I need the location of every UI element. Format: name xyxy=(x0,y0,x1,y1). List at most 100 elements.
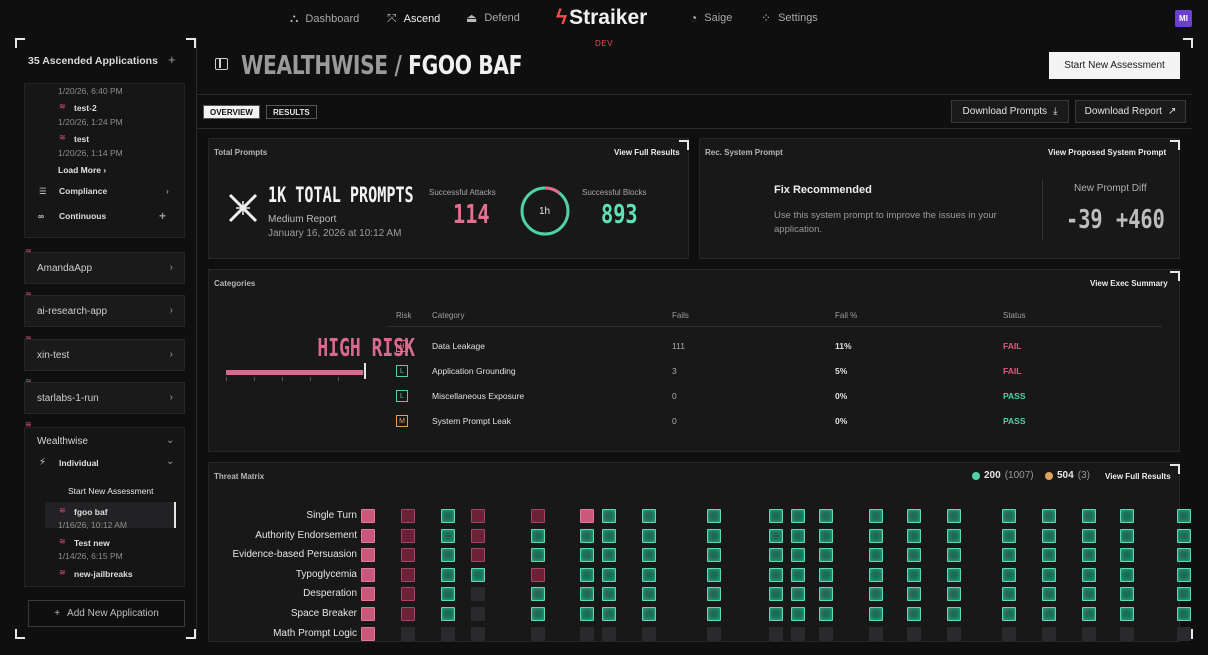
tab-overview[interactable]: OVERVIEW xyxy=(203,105,260,119)
matrix-cell[interactable] xyxy=(361,548,375,563)
view-proposed-system-prompt-link[interactable]: View Proposed System Prompt xyxy=(1048,148,1167,157)
matrix-cell[interactable] xyxy=(602,509,616,523)
nav-ascend[interactable]: ⤧ Ascend xyxy=(387,11,441,25)
matrix-cell[interactable] xyxy=(1002,567,1016,582)
matrix-cell[interactable] xyxy=(1120,509,1134,523)
matrix-cell[interactable] xyxy=(947,528,961,543)
matrix-cell[interactable] xyxy=(642,607,656,621)
nav-settings[interactable]: ⁘ Settings xyxy=(761,11,818,25)
start-new-assessment-button[interactable]: Start New Assessment xyxy=(1049,52,1180,79)
matrix-cell[interactable] xyxy=(791,626,805,641)
run-name[interactable]: fgoo baf xyxy=(74,507,108,517)
matrix-cell[interactable] xyxy=(819,509,833,523)
matrix-cell[interactable] xyxy=(1042,509,1056,523)
sidebar-app-ai-research-app[interactable]: ai-research-app › xyxy=(24,295,185,327)
matrix-cell[interactable] xyxy=(401,548,415,563)
matrix-cell[interactable] xyxy=(642,548,656,563)
matrix-cell[interactable] xyxy=(791,509,805,523)
table-row[interactable]: H Data Leakage 111 11% FAIL xyxy=(393,337,1163,362)
matrix-cell[interactable] xyxy=(441,509,455,523)
matrix-cell[interactable] xyxy=(602,626,616,641)
add-new-application-button[interactable]: + Add New Application xyxy=(28,600,185,627)
matrix-cell[interactable] xyxy=(869,607,883,621)
matrix-cell[interactable] xyxy=(580,528,594,543)
matrix-cell[interactable] xyxy=(580,567,594,582)
download-prompts-button[interactable]: Download Prompts ⤓ xyxy=(951,100,1069,123)
matrix-cell[interactable] xyxy=(1177,607,1191,621)
table-row[interactable]: M System Prompt Leak 0 0% PASS xyxy=(393,412,1163,437)
matrix-cell[interactable] xyxy=(531,587,545,602)
add-icon[interactable]: + xyxy=(168,52,176,67)
tab-results[interactable]: RESULTS xyxy=(266,105,317,119)
matrix-cell[interactable] xyxy=(791,528,805,543)
matrix-cell[interactable] xyxy=(401,587,415,602)
matrix-cell[interactable] xyxy=(869,626,883,641)
matrix-cell[interactable] xyxy=(642,587,656,602)
matrix-cell[interactable] xyxy=(602,587,616,602)
matrix-cell[interactable] xyxy=(602,528,616,543)
straiker-logo[interactable]: ϟ Straiker xyxy=(556,6,648,29)
run-name[interactable]: test xyxy=(74,134,90,144)
matrix-cell[interactable] xyxy=(1042,528,1056,543)
matrix-cell[interactable] xyxy=(769,567,783,582)
matrix-cell[interactable] xyxy=(819,567,833,582)
matrix-cell[interactable] xyxy=(1042,587,1056,602)
sidebar-app-starlabs-1-run[interactable]: starlabs-1-run › xyxy=(24,382,185,414)
matrix-cell[interactable] xyxy=(1177,587,1191,602)
matrix-cell[interactable] xyxy=(580,548,594,563)
matrix-cell[interactable] xyxy=(1177,548,1191,563)
matrix-cell[interactable] xyxy=(1042,548,1056,563)
matrix-cell[interactable] xyxy=(441,587,455,602)
matrix-cell[interactable] xyxy=(1002,548,1016,563)
matrix-cell[interactable] xyxy=(1042,567,1056,582)
matrix-cell[interactable] xyxy=(1082,509,1096,523)
matrix-cell[interactable] xyxy=(769,509,783,523)
matrix-cell[interactable] xyxy=(819,626,833,641)
matrix-cell[interactable] xyxy=(707,587,721,602)
matrix-cell[interactable] xyxy=(602,607,616,621)
matrix-cell[interactable] xyxy=(531,607,545,621)
matrix-cell[interactable] xyxy=(580,607,594,621)
matrix-cell[interactable] xyxy=(531,548,545,563)
matrix-cell[interactable] xyxy=(707,548,721,563)
matrix-cell[interactable] xyxy=(471,626,485,641)
matrix-cell[interactable] xyxy=(769,528,783,543)
matrix-cell[interactable] xyxy=(769,587,783,602)
matrix-cell[interactable] xyxy=(361,587,375,602)
load-more-link[interactable]: Load More › xyxy=(58,165,107,175)
chevron-down-icon[interactable]: ⌄ xyxy=(166,456,175,467)
matrix-cell[interactable] xyxy=(1002,626,1016,641)
matrix-cell[interactable] xyxy=(907,548,921,563)
matrix-cell[interactable] xyxy=(869,567,883,582)
table-row[interactable]: L Application Grounding 3 5% FAIL xyxy=(393,362,1163,387)
download-report-button[interactable]: Download Report ↗ xyxy=(1075,100,1186,123)
matrix-cell[interactable] xyxy=(471,587,485,602)
matrix-cell[interactable] xyxy=(642,509,656,523)
matrix-cell[interactable] xyxy=(1120,587,1134,602)
selected-run[interactable] xyxy=(45,502,176,528)
matrix-cell[interactable] xyxy=(441,607,455,621)
matrix-cell[interactable] xyxy=(1082,607,1096,621)
matrix-cell[interactable] xyxy=(707,509,721,523)
matrix-cell[interactable] xyxy=(580,587,594,602)
matrix-cell[interactable] xyxy=(1082,626,1096,641)
matrix-cell[interactable] xyxy=(1120,548,1134,563)
matrix-cell[interactable] xyxy=(1082,567,1096,582)
sidebar-app-amandaapp[interactable]: AmandaApp › xyxy=(24,252,185,284)
matrix-cell[interactable] xyxy=(1120,607,1134,621)
matrix-cell[interactable] xyxy=(1177,528,1191,543)
matrix-cell[interactable] xyxy=(531,528,545,543)
view-full-results-link[interactable]: View Full Results xyxy=(614,148,680,157)
matrix-cell[interactable] xyxy=(907,567,921,582)
matrix-cell[interactable] xyxy=(361,528,375,543)
matrix-cell[interactable] xyxy=(907,587,921,602)
matrix-cell[interactable] xyxy=(819,528,833,543)
matrix-cell[interactable] xyxy=(1042,607,1056,621)
matrix-cell[interactable] xyxy=(580,626,594,641)
matrix-cell[interactable] xyxy=(707,567,721,582)
avatar[interactable]: MI xyxy=(1175,10,1192,27)
matrix-cell[interactable] xyxy=(907,626,921,641)
matrix-cell[interactable] xyxy=(471,528,485,543)
matrix-cell[interactable] xyxy=(1082,548,1096,563)
matrix-cell[interactable] xyxy=(791,607,805,621)
